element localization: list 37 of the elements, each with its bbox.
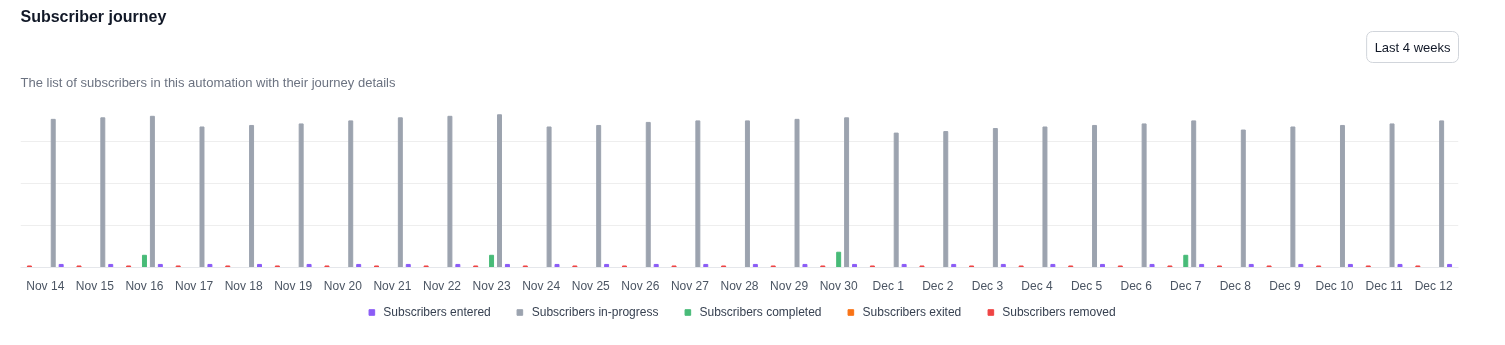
legend-label: Subscribers in-progress	[531, 305, 659, 319]
legend-label: Subscribers completed	[699, 305, 822, 319]
text: Last 4 weeks	[1374, 39, 1451, 55]
x-tick-label: Dec 2	[922, 278, 954, 293]
x-tick-label: Dec 5	[1070, 278, 1103, 293]
x-tick-label: Nov 28	[720, 278, 759, 293]
x-tick-label: Nov 17	[175, 278, 214, 293]
x-tick-label: Dec 9	[1269, 278, 1301, 293]
legend-label: Subscribers removed	[1002, 305, 1116, 319]
x-tick-label: Dec 4	[1021, 278, 1054, 293]
legend-label: Subscribers exited	[862, 305, 962, 319]
x-tick-label: Nov 24	[522, 278, 561, 293]
x-tick-label: Nov 18	[224, 278, 263, 293]
x-tick-label: Nov 16	[125, 278, 164, 293]
x-tick-label: Dec 3	[971, 278, 1004, 293]
x-tick-label: Dec 6	[1120, 278, 1153, 293]
x-tick-label: Dec 12	[1414, 278, 1454, 293]
x-tick-label: Nov 22	[422, 278, 462, 293]
x-tick-label: Nov 27	[670, 278, 710, 293]
x-tick-label: Nov 23	[472, 278, 511, 293]
x-tick-label: Dec 7	[1170, 278, 1202, 293]
x-tick-label: Nov 25	[571, 278, 611, 293]
x-tick-label: Nov 19	[274, 278, 313, 293]
x-tick-label: Dec 11	[1365, 278, 1404, 293]
x-tick-label: Nov 29	[770, 278, 809, 293]
x-tick-label: Dec 10	[1315, 278, 1354, 293]
x-tick-label: Nov 14	[26, 278, 65, 293]
x-tick-label: Nov 26	[621, 278, 660, 293]
x-tick-label: Dec 8	[1219, 278, 1252, 293]
chart-title: Subscriber journey	[20, 7, 167, 25]
x-tick-label: Nov 30	[819, 278, 859, 293]
legend-label: Subscribers entered	[383, 305, 491, 319]
x-tick-label: Dec 1	[872, 278, 905, 293]
x-tick-label: Nov 20	[323, 278, 363, 293]
chart-subtitle: The list of subscribers in this automation with their journey details	[20, 74, 397, 90]
x-tick-label: Nov 21	[373, 278, 412, 293]
x-tick-label: Nov 15	[75, 278, 115, 293]
